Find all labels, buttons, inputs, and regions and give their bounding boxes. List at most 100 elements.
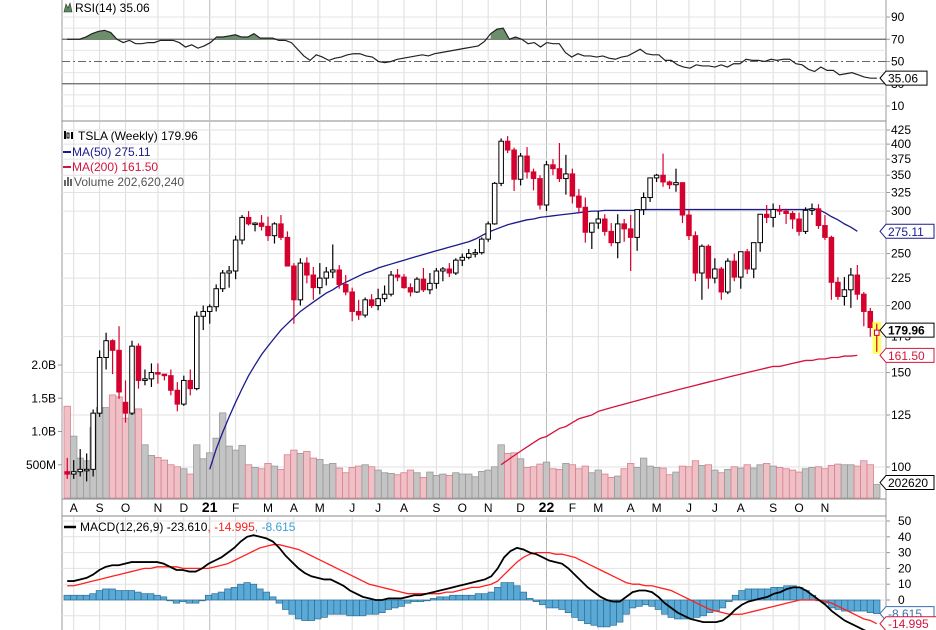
volume-bar: [244, 464, 253, 499]
x-tick-label: A: [627, 501, 635, 515]
macd-histogram-bar: [205, 594, 213, 601]
macd-histogram-bar: [230, 587, 238, 601]
candle-body: [142, 378, 148, 381]
candle-body: [621, 223, 627, 230]
volume-bar: [478, 470, 486, 499]
macd-legend: MACD(12,26,9) -23.610, -14.995, -8.615: [64, 520, 296, 534]
macd-histogram-bar: [378, 599, 386, 613]
price-tick-label: 300: [891, 204, 911, 218]
macd-histogram-bar: [217, 591, 225, 601]
volume-bar: [542, 461, 551, 499]
candle-body: [349, 291, 355, 312]
macd-histogram-bar: [397, 599, 405, 607]
volume-bar: [95, 407, 104, 499]
volume-bar: [575, 468, 583, 499]
candle-body: [375, 298, 381, 307]
volume-bar: [491, 466, 499, 499]
ma200-value-tag-box: [879, 347, 935, 363]
volume-bar: [426, 471, 434, 499]
candle-body: [848, 274, 854, 291]
candle-body: [861, 293, 867, 312]
candle-body: [252, 222, 258, 226]
volume-bar: [782, 468, 790, 499]
candle-body: [601, 218, 608, 232]
volume-bar: [568, 464, 577, 499]
macd-label-hist: , -8.615: [255, 520, 296, 534]
macd-histogram-bar: [763, 588, 772, 601]
volume-bar: [277, 469, 285, 499]
volume-bar: [335, 467, 343, 499]
macd-histogram-bar: [577, 599, 585, 621]
volume-bar: [691, 460, 700, 499]
candle-body: [310, 274, 317, 289]
x-tick-label: M: [593, 501, 603, 515]
candle-body: [168, 375, 174, 391]
macd-histogram-bar: [584, 599, 592, 625]
candle-body: [245, 216, 252, 225]
candle-body: [265, 225, 271, 237]
macd-histogram-bar: [590, 599, 598, 626]
candle-body: [394, 274, 401, 278]
volume-bar: [497, 444, 505, 499]
price-tick-label: 125: [891, 408, 911, 422]
candle-body: [174, 389, 181, 405]
candle-body: [640, 197, 647, 211]
candle-body: [776, 209, 783, 212]
macd-histogram-bar: [95, 590, 103, 601]
volume-bar: [801, 468, 810, 499]
x-tick-label: F: [232, 501, 239, 515]
volume-bar: [523, 467, 531, 499]
rsi-legend: RSI(14) 35.06: [63, 1, 150, 15]
macd-histogram-bar: [89, 593, 97, 601]
candle-body: [828, 236, 835, 283]
candle-body: [614, 223, 621, 244]
macd-histogram-bar: [719, 599, 727, 609]
macd-tick-label: 10: [898, 577, 912, 591]
candle-body: [569, 173, 576, 197]
macd-histogram-bar: [629, 599, 637, 609]
volume-bar: [290, 449, 298, 499]
candle-body: [284, 236, 291, 267]
volume-bar: [601, 473, 609, 499]
volume-bar: [516, 458, 525, 499]
macd-histogram-bar: [140, 593, 148, 601]
candle-body: [388, 274, 394, 295]
volume-bar: [607, 476, 615, 499]
price-tick-label: 250: [891, 247, 911, 261]
rsi-overbought-fill: [216, 33, 273, 40]
candle-body: [278, 223, 284, 238]
rsi-value-tag-box: [879, 70, 928, 86]
volume-bar: [840, 464, 849, 499]
candle-body: [712, 268, 718, 279]
candle-body: [129, 345, 135, 414]
volume-bar: [128, 413, 136, 499]
macd-histogram-bar: [275, 599, 283, 604]
volume-bar: [685, 466, 693, 499]
volume-bar: [283, 454, 292, 499]
volume-bar: [439, 473, 447, 499]
x-tick-label: D: [179, 501, 188, 515]
macd-histogram-bar: [468, 594, 476, 601]
candle-body: [789, 212, 796, 220]
x-tick-label: A: [400, 501, 408, 515]
macd-histogram-bar: [70, 594, 78, 601]
x-tick-label: D: [516, 501, 525, 515]
x-tick-label: A: [737, 501, 745, 515]
macd-histogram-bar: [506, 582, 515, 601]
macd-legend-text: MACD(12,26,9) -23.610, -14.995, -8.615: [80, 520, 296, 534]
volume-bar: [834, 463, 842, 499]
x-tick-label: S: [432, 501, 440, 515]
volume-bar: [199, 458, 207, 499]
macd-histogram-bar: [269, 596, 277, 601]
volume-bar: [432, 474, 441, 499]
volume-bar: [471, 476, 479, 499]
volume-bar: [173, 466, 181, 499]
candle-body: [90, 412, 96, 470]
volume-bar: [445, 474, 453, 499]
macd-histogram-bar: [179, 599, 187, 602]
macd-tick-label: 40: [898, 530, 912, 544]
macd-histogram-bar: [301, 599, 309, 621]
candle-body: [304, 262, 310, 276]
candle-body: [440, 268, 446, 272]
volume-bar: [206, 452, 214, 499]
